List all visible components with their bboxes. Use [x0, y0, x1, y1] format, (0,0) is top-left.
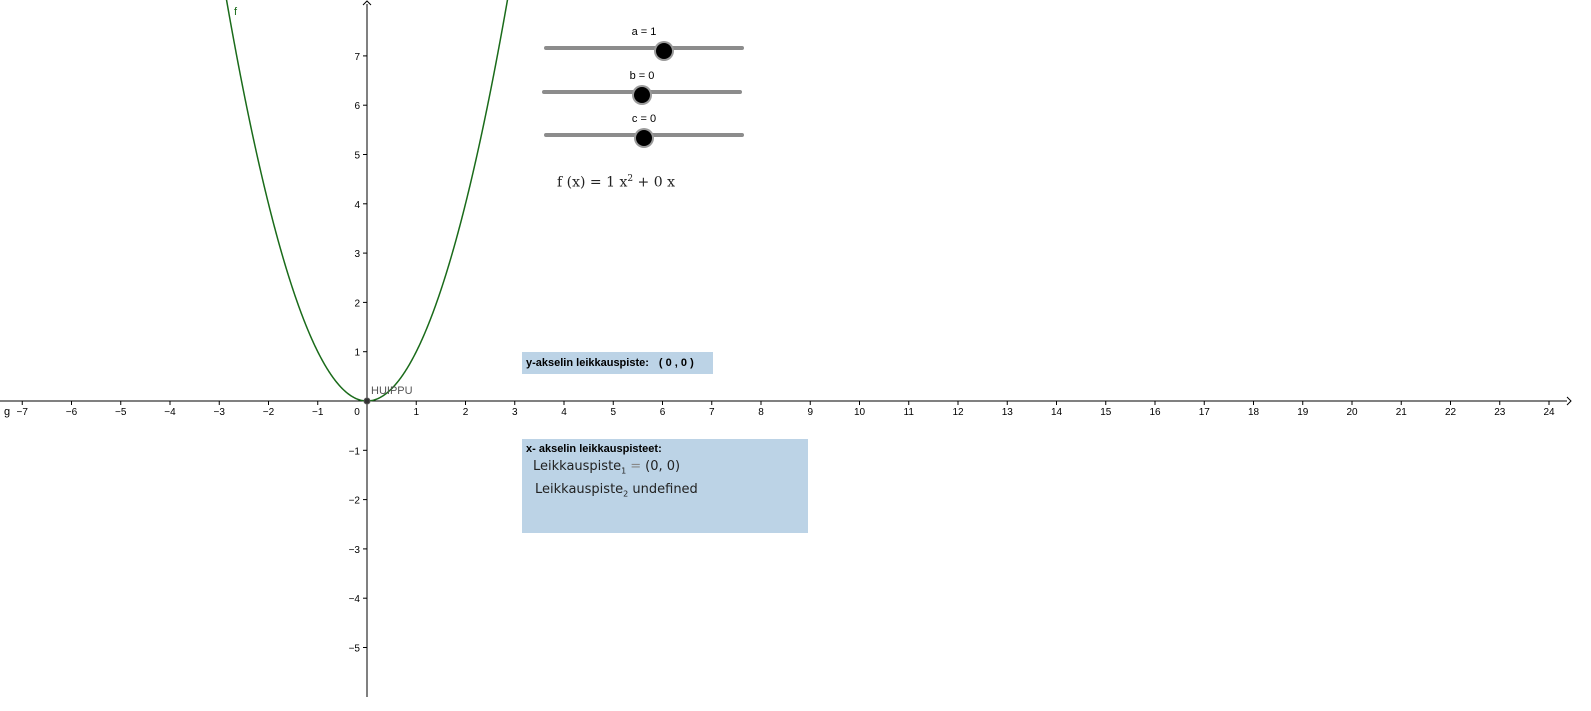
y-tick-label: −3 — [349, 545, 361, 556]
slider-b[interactable]: b = 0 — [542, 70, 752, 110]
x-tick-label: 0 — [354, 407, 360, 418]
slider-c[interactable]: c = 0 — [544, 113, 754, 153]
axis-ticks: −7 −6 −5 −4 −3 −2 −1 0 1 2 3 4 5 6 7 8 9 10 11 12 13 14 15 16 17… — [17, 52, 1555, 655]
y-tick-label: 1 — [354, 348, 360, 359]
x-tick-label: 18 — [1248, 407, 1260, 418]
function-exponent: 2 — [627, 174, 634, 184]
x-intercepts-title: x- akselin leikkauspisteet: — [526, 443, 662, 455]
x-tick-label: 8 — [758, 407, 764, 418]
function-definition: f (x) = 1 x2 + 0 x — [557, 174, 675, 191]
axis-name-label: g — [4, 406, 10, 418]
x-intercept-2-value: undefined — [628, 481, 698, 497]
x-intercept-1-sub: 1 — [621, 466, 627, 476]
function-rhs: + 0 x — [633, 174, 675, 191]
y-intercept-value: ( 0 , 0 ) — [658, 357, 694, 369]
slider-b-label: b = 0 — [629, 70, 655, 82]
y-tick-label: 6 — [354, 101, 360, 112]
function-lhs: f (x) = 1 x — [557, 174, 628, 191]
x-intercepts-box: x- akselin leikkauspisteet: Leikkauspist… — [522, 439, 808, 533]
x-tick-label: 2 — [463, 407, 469, 418]
x-tick-label: −3 — [214, 407, 226, 418]
y-axis-arrow — [362, 0, 372, 6]
curve-label: f — [234, 6, 238, 18]
slider-b-knob[interactable] — [634, 87, 650, 103]
x-tick-label: 13 — [1002, 407, 1014, 418]
x-tick-label: −5 — [115, 407, 127, 418]
x-tick-label: 16 — [1149, 407, 1161, 418]
slider-a-knob[interactable] — [656, 43, 672, 59]
x-tick-label: 14 — [1051, 407, 1063, 418]
y-tick-label: −4 — [349, 594, 361, 605]
x-tick-label: 7 — [709, 407, 715, 418]
x-tick-label: 6 — [660, 407, 666, 418]
y-intercept-box: y-akselin leikkauspiste: ( 0 , 0 ) — [522, 352, 713, 374]
x-intercept-1-eq: = — [630, 459, 642, 474]
x-intercept-2-name: Leikkauspiste — [535, 481, 624, 497]
slider-a-track[interactable] — [544, 46, 744, 50]
y-tick-label: −2 — [349, 496, 361, 507]
x-intercept-1-name: Leikkauspiste — [533, 459, 622, 474]
x-tick-label: 11 — [904, 407, 915, 418]
slider-c-label: c = 0 — [631, 113, 657, 125]
vertex-point[interactable] — [363, 397, 371, 405]
y-tick-label: 5 — [354, 151, 360, 162]
x-tick-label: 17 — [1199, 407, 1211, 418]
x-tick-label: −7 — [17, 407, 29, 418]
x-tick-label: 20 — [1346, 407, 1358, 418]
y-tick-label: 7 — [354, 52, 360, 63]
y-tick-label: −1 — [349, 446, 361, 457]
x-tick-label: 22 — [1445, 407, 1457, 418]
x-tick-label: 12 — [952, 407, 964, 418]
x-tick-label: 15 — [1100, 407, 1112, 418]
x-tick-label: 10 — [854, 407, 866, 418]
x-intercept-1-value: (0, 0) — [645, 459, 681, 474]
x-tick-label: 4 — [561, 407, 567, 418]
vertex-label: HUIPPU — [371, 385, 413, 397]
x-tick-label: 19 — [1297, 407, 1309, 418]
y-intercept-label: y-akselin leikkauspiste: — [526, 357, 649, 369]
y-tick-label: 2 — [354, 298, 360, 309]
x-tick-label: 21 — [1396, 407, 1408, 418]
x-tick-label: −1 — [312, 407, 324, 418]
x-tick-label: 24 — [1543, 407, 1555, 418]
x-intercept-2-sub: 2 — [623, 489, 629, 499]
slider-c-knob[interactable] — [636, 130, 652, 146]
slider-a-label: a = 1 — [631, 26, 657, 38]
coordinate-axes — [0, 0, 1572, 697]
x-tick-label: 3 — [512, 407, 518, 418]
x-tick-label: 9 — [807, 407, 813, 418]
x-tick-label: −2 — [263, 407, 275, 418]
x-tick-label: 5 — [610, 407, 616, 418]
x-intercept-row-2: Leikkauspiste2 undefined — [526, 482, 804, 499]
x-tick-label: −4 — [164, 407, 176, 418]
y-tick-label: 4 — [354, 200, 360, 211]
y-tick-label: 3 — [354, 249, 360, 260]
x-intercept-row-1: Leikkauspiste1 = (0, 0) — [526, 459, 804, 476]
x-tick-label: 23 — [1494, 407, 1506, 418]
y-tick-label: −5 — [349, 644, 361, 655]
slider-a[interactable]: a = 1 — [544, 26, 754, 66]
x-axis-arrow — [1566, 396, 1572, 406]
x-tick-label: 1 — [413, 407, 419, 418]
x-tick-label: −6 — [66, 407, 78, 418]
